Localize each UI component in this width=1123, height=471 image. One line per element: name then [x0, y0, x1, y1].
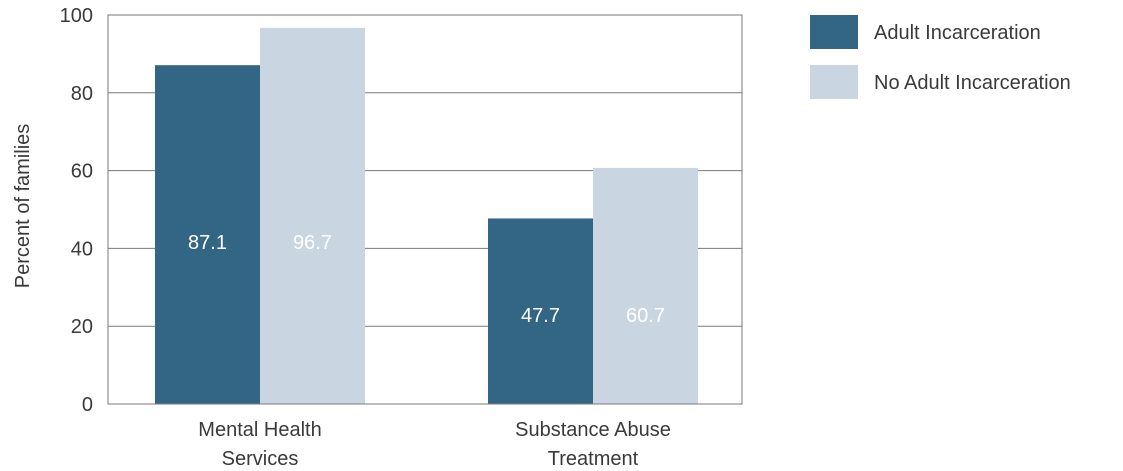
data-labels: 87.1 96.7 47.7 60.7: [188, 232, 665, 327]
bar: [593, 167, 698, 404]
data-label: 96.7: [293, 232, 332, 254]
y-tick-label: 20: [71, 316, 93, 338]
y-tick-label: 40: [71, 238, 93, 260]
x-category-label: Mental Health: [198, 419, 321, 441]
y-tick-label: 80: [71, 83, 93, 105]
x-category-label: Substance Abuse: [515, 419, 671, 441]
bar: [260, 27, 365, 404]
x-category-label: Services: [222, 448, 299, 470]
bar: [155, 65, 260, 404]
legend-swatch: [810, 15, 858, 49]
legend-swatch: [810, 65, 858, 99]
y-tick-label: 0: [82, 394, 93, 416]
x-axis-categories: Mental Health Services Substance Abuse Trea…: [198, 419, 671, 470]
data-label: 60.7: [626, 305, 665, 327]
y-axis-ticks: 0 20 40 60 80 100: [60, 5, 93, 416]
legend-label: No Adult Incarceration: [874, 72, 1071, 94]
data-label: 87.1: [188, 232, 227, 254]
bar: [488, 218, 593, 404]
data-label: 47.7: [521, 305, 560, 327]
y-tick-label: 100: [60, 5, 93, 27]
x-category-label: Treatment: [548, 448, 639, 470]
bars: [155, 27, 698, 404]
plot-frame: [107, 14, 743, 405]
y-axis-title: Percent of families: [12, 124, 34, 289]
legend-label: Adult Incarceration: [874, 22, 1041, 44]
y-tick-label: 60: [71, 161, 93, 183]
legend: Adult Incarceration No Adult Incarceratio…: [810, 15, 1071, 99]
